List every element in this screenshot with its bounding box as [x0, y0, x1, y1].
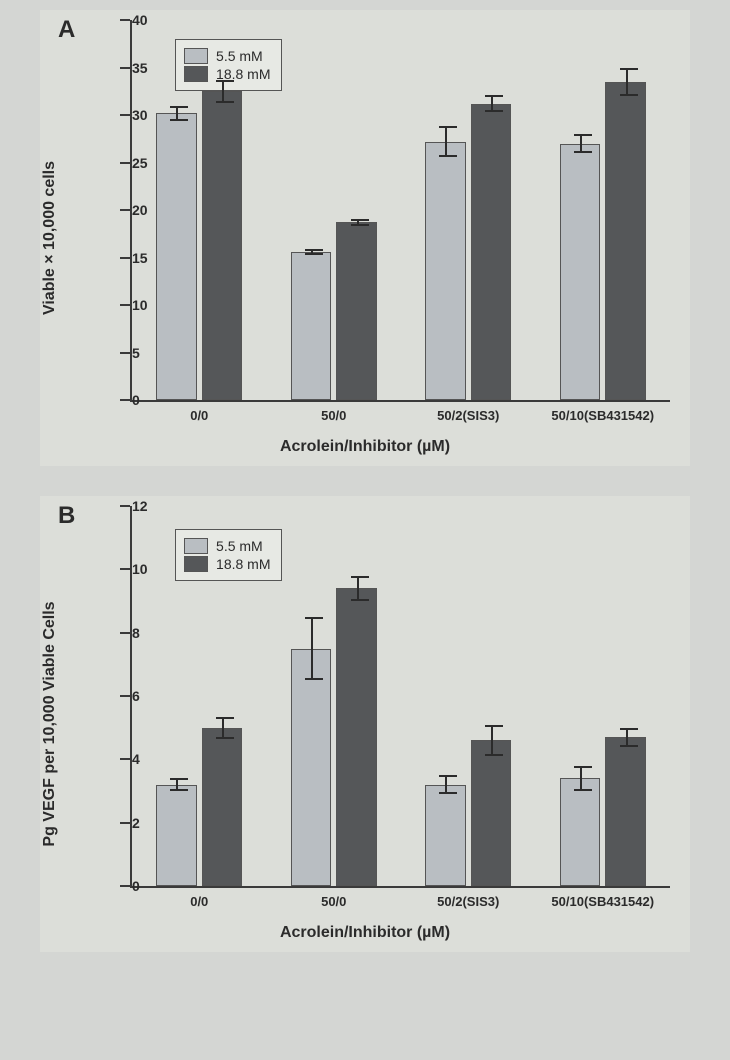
bar [156, 785, 196, 886]
error-bar [311, 249, 313, 255]
error-bar [626, 68, 628, 97]
legend-swatch [184, 48, 208, 64]
y-tick [120, 67, 130, 69]
x-tick-label: 50/10(SB431542) [551, 408, 654, 423]
error-bar [357, 219, 359, 227]
y-tick [120, 885, 130, 887]
bar [471, 740, 511, 886]
x-tick-label: 50/10(SB431542) [551, 894, 654, 909]
y-tick [120, 257, 130, 259]
panel-a: A Viable × 10,000 cells 5.5 mM18.8 mM 05… [40, 10, 690, 466]
bar [605, 82, 645, 400]
error-bar [580, 766, 582, 791]
bar [471, 104, 511, 400]
x-tick-label: 0/0 [190, 894, 208, 909]
legend-a: 5.5 mM18.8 mM [175, 39, 281, 91]
error-bar [491, 95, 493, 112]
error-bar [445, 126, 447, 156]
legend-row: 5.5 mM [184, 48, 270, 64]
bar [425, 142, 465, 400]
bar [336, 222, 376, 400]
x-tick-label: 50/2(SIS3) [437, 408, 499, 423]
plot-area-b: 5.5 mM18.8 mM 0246810120/050/050/2(SIS3)… [130, 506, 670, 888]
legend-label: 5.5 mM [216, 538, 263, 554]
y-tick [120, 399, 130, 401]
legend-swatch [184, 538, 208, 554]
bar [202, 728, 242, 886]
y-tick [120, 568, 130, 570]
y-tick [120, 632, 130, 634]
bar [291, 252, 331, 400]
y-tick [120, 695, 130, 697]
legend-label: 18.8 mM [216, 556, 270, 572]
y-tick [120, 505, 130, 507]
bar [202, 91, 242, 400]
x-tick-label: 50/2(SIS3) [437, 894, 499, 909]
x-tick-label: 0/0 [190, 408, 208, 423]
x-axis-label-a: Acrolein/Inhibitor (µM) [40, 438, 690, 456]
y-tick [120, 304, 130, 306]
legend-b: 5.5 mM 18.8 mM [175, 529, 281, 581]
legend-label: 5.5 mM [216, 48, 263, 64]
legend-swatch [184, 556, 208, 572]
panel-letter-a: A [58, 16, 75, 44]
error-bar [580, 134, 582, 153]
legend-swatch [184, 66, 208, 82]
x-tick-label: 50/0 [321, 408, 346, 423]
y-tick [120, 758, 130, 760]
y-tick [120, 822, 130, 824]
y-axis-label-a: Viable × 10,000 cells [41, 161, 59, 315]
bar [425, 785, 465, 886]
error-bar [222, 80, 224, 103]
plot-area-a: 5.5 mM18.8 mM 05101520253035400/050/050/… [130, 20, 670, 402]
error-bar [176, 106, 178, 121]
error-bar [176, 778, 178, 791]
y-tick [120, 19, 130, 21]
bar [336, 588, 376, 886]
bar [291, 649, 331, 887]
panel-b: B Pg VEGF per 10,000 Viable Cells 5.5 mM… [40, 496, 690, 952]
bar [605, 737, 645, 886]
error-bar [445, 775, 447, 794]
y-tick [120, 209, 130, 211]
x-tick-label: 50/0 [321, 894, 346, 909]
error-bar [626, 728, 628, 747]
bar [560, 144, 600, 401]
bar [156, 113, 196, 400]
x-axis-label-b: Acrolein/Inhibitor (µM) [40, 924, 690, 942]
error-bar [222, 717, 224, 739]
y-tick [120, 162, 130, 164]
y-axis-label-b: Pg VEGF per 10,000 Viable Cells [41, 601, 59, 846]
error-bar [491, 725, 493, 757]
panel-letter-b: B [58, 502, 75, 530]
legend-row: 18.8 mM [184, 556, 270, 572]
bar [560, 778, 600, 886]
error-bar [311, 617, 313, 680]
y-tick [120, 352, 130, 354]
legend-row: 5.5 mM [184, 538, 270, 554]
y-tick [120, 114, 130, 116]
error-bar [357, 576, 359, 601]
